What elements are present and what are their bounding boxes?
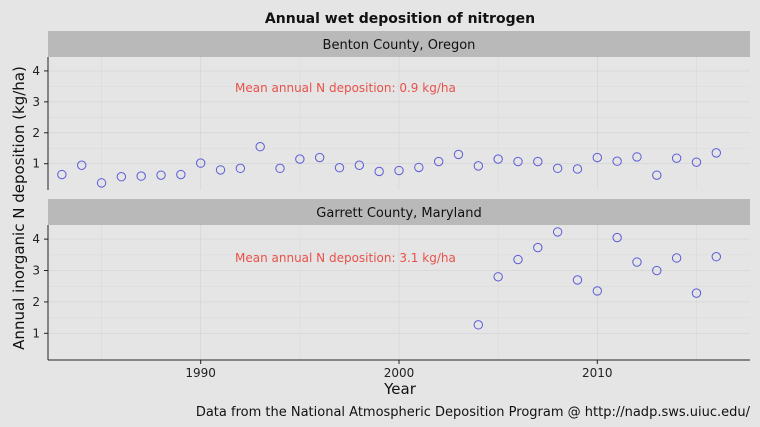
x-axis-ticks: 1990 2000 2010 <box>185 360 613 380</box>
y-tick-label: 2 <box>32 126 40 140</box>
data-point <box>691 288 702 298</box>
data-point <box>691 157 702 167</box>
data-point <box>414 162 424 173</box>
data-point <box>533 156 543 167</box>
panel-grid <box>48 225 750 360</box>
data-point <box>711 148 721 158</box>
data-point <box>116 172 127 182</box>
data-point <box>612 156 622 166</box>
data-point <box>612 232 622 243</box>
data-point <box>671 153 682 163</box>
data-point <box>195 158 206 168</box>
x-tick-label: 2000 <box>384 366 415 380</box>
panel-annotation: Mean annual N deposition: 3.1 kg/ha <box>235 251 456 265</box>
data-point <box>572 164 583 174</box>
y-axis-ticks: 1 2 3 4 <box>32 64 48 171</box>
data-point <box>552 227 563 237</box>
data-point <box>533 242 543 253</box>
data-point <box>453 149 464 160</box>
data-points <box>473 227 721 330</box>
data-point <box>513 254 523 265</box>
data-points <box>57 141 721 188</box>
data-point <box>592 286 603 296</box>
data-point <box>493 154 503 164</box>
data-point <box>57 169 67 180</box>
panel-strip <box>48 31 750 57</box>
data-point <box>592 152 603 163</box>
panel-strip-label: Benton County, Oregon <box>323 38 476 53</box>
data-point <box>156 170 166 180</box>
y-tick-label: 2 <box>32 295 40 309</box>
data-point <box>473 320 484 330</box>
data-point <box>632 152 642 162</box>
data-point <box>572 275 583 285</box>
data-point <box>295 154 305 164</box>
data-point <box>493 272 503 282</box>
x-tick-label: 1990 <box>185 366 216 380</box>
data-point <box>235 163 246 174</box>
data-point <box>552 163 563 174</box>
data-point <box>473 161 484 171</box>
chart-title: Annual wet deposition of nitrogen <box>265 11 535 27</box>
y-tick-label: 3 <box>32 95 40 109</box>
y-tick-label: 1 <box>32 326 40 340</box>
data-point <box>176 169 186 180</box>
data-point <box>275 163 285 174</box>
data-point <box>433 156 444 167</box>
data-point <box>136 171 146 181</box>
data-point <box>354 160 365 170</box>
x-tick-label: 2010 <box>582 366 613 380</box>
panel-benton: Benton County, Oregon 1 2 3 4 Mean annual N… <box>32 31 750 190</box>
x-axis-title: Year <box>383 380 417 398</box>
panel-garrett: Garrett County, Maryland 1 2 3 4 Mean annua… <box>32 199 750 361</box>
panel-grid <box>48 57 750 190</box>
y-axis-ticks: 1 2 3 4 <box>32 232 48 340</box>
data-point <box>255 141 265 152</box>
panel-annotation: Mean annual N deposition: 0.9 kg/ha <box>235 81 456 95</box>
data-point <box>215 165 226 175</box>
data-point <box>96 178 107 188</box>
data-point <box>334 163 345 173</box>
data-point <box>513 156 523 167</box>
data-point <box>314 152 325 163</box>
data-point <box>77 160 87 170</box>
caption: Data from the National Atmospheric Depos… <box>196 405 751 420</box>
data-point <box>394 165 404 176</box>
data-point <box>374 166 384 177</box>
panel-strip <box>48 199 750 225</box>
data-point <box>632 257 642 267</box>
data-point <box>652 265 662 276</box>
y-tick-label: 1 <box>32 157 40 171</box>
y-tick-label: 4 <box>32 64 40 78</box>
y-tick-label: 3 <box>32 264 40 278</box>
data-point <box>652 170 662 180</box>
data-point <box>671 253 682 263</box>
panel-strip-label: Garrett County, Maryland <box>316 206 481 221</box>
y-axis-title: Annual inorganic N deposition (kg/ha) <box>10 66 28 350</box>
data-point <box>711 252 721 262</box>
y-tick-label: 4 <box>32 232 40 246</box>
